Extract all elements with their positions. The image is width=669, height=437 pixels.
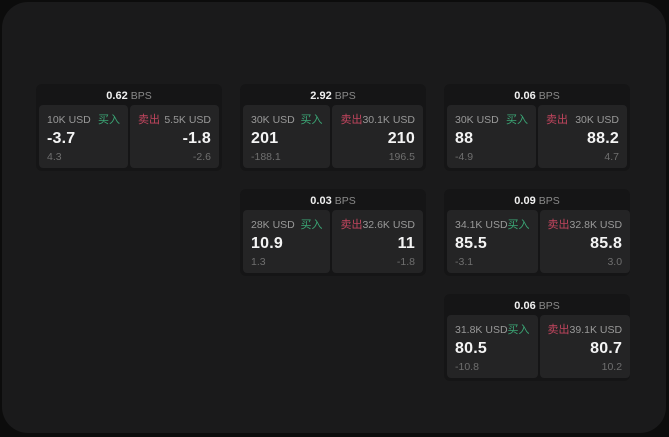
sell-change: 10.2	[601, 361, 623, 373]
sell-amount: 39.1K USD	[569, 324, 623, 336]
buy-amount: 31.8K USD	[455, 324, 508, 336]
quote-card: 0.03 BPS 28K USD 买入 10.9 1.3 卖出 32.6K USD	[240, 189, 426, 276]
buy-price: 88	[455, 130, 474, 147]
buy-price: -3.7	[47, 130, 76, 147]
buy-change: -188.1	[251, 151, 281, 163]
buy-price: 80.5	[455, 340, 487, 357]
buy-tile[interactable]: 34.1K USD 买入 85.5 -3.1	[447, 210, 538, 273]
bps-header: 0.09 BPS	[444, 189, 630, 210]
buy-side-label: 买入	[507, 324, 530, 336]
buy-side-label: 买入	[300, 219, 323, 231]
quote-card: 0.06 BPS 30K USD 买入 88 -4.9 卖出 30K USD	[444, 84, 630, 171]
sell-tile[interactable]: 卖出 30.1K USD 210 196.5	[332, 105, 423, 168]
buy-amount: 30K USD	[455, 114, 499, 126]
sell-amount: 30K USD	[575, 114, 619, 126]
buy-change: -3.1	[455, 256, 474, 268]
bps-unit: BPS	[334, 90, 356, 102]
sell-price: 80.7	[590, 340, 623, 357]
buy-amount: 28K USD	[251, 219, 295, 231]
sell-price: 85.8	[590, 235, 623, 252]
sell-side-label: 卖出	[340, 219, 363, 231]
bps-unit: BPS	[538, 300, 560, 312]
sell-price: 11	[397, 235, 415, 252]
sell-tile[interactable]: 卖出 30K USD 88.2 4.7	[538, 105, 627, 168]
bps-value: 0.06	[514, 90, 536, 102]
buy-change: -10.8	[455, 361, 479, 373]
buy-price: 201	[251, 130, 279, 147]
sell-change: 3.0	[607, 256, 623, 268]
sell-change: 196.5	[388, 151, 415, 163]
bps-header: 2.92 BPS	[240, 84, 426, 105]
quote-card: 0.06 BPS 31.8K USD 买入 80.5 -10.8 卖出 39.1K…	[444, 294, 630, 381]
sell-amount: 32.8K USD	[569, 219, 623, 231]
sell-price: 88.2	[587, 130, 619, 147]
bps-header: 0.06 BPS	[444, 84, 630, 105]
sell-change: -2.6	[192, 151, 211, 163]
buy-tile[interactable]: 31.8K USD 买入 80.5 -10.8	[447, 315, 538, 378]
sell-tile[interactable]: 卖出 32.6K USD 11 -1.8	[332, 210, 423, 273]
sell-tile[interactable]: 卖出 32.8K USD 85.8 3.0	[539, 210, 630, 273]
sell-change: -1.8	[396, 256, 415, 268]
quote-card: 2.92 BPS 30K USD 买入 201 -188.1 卖出 30.1K U…	[240, 84, 426, 171]
sell-side-label: 卖出	[546, 114, 568, 126]
sell-tile[interactable]: 卖出 5.5K USD -1.8 -2.6	[130, 105, 219, 168]
sell-change: 4.7	[604, 151, 619, 163]
buy-amount: 34.1K USD	[455, 219, 508, 231]
bps-unit: BPS	[538, 195, 560, 207]
sell-side-label: 卖出	[340, 114, 363, 126]
buy-amount: 10K USD	[47, 114, 91, 126]
bps-header: 0.62 BPS	[36, 84, 222, 105]
buy-tile[interactable]: 10K USD 买入 -3.7 4.3	[39, 105, 128, 168]
buy-price: 10.9	[251, 235, 283, 252]
bps-value: 2.92	[310, 90, 332, 102]
buy-change: -4.9	[455, 151, 474, 163]
sell-side-label: 卖出	[547, 324, 570, 336]
sell-price: 210	[387, 130, 415, 147]
bps-unit: BPS	[334, 195, 356, 207]
buy-side-label: 买入	[98, 114, 120, 126]
bps-value: 0.09	[514, 195, 536, 207]
sell-tile[interactable]: 卖出 39.1K USD 80.7 10.2	[539, 315, 630, 378]
buy-side-label: 买入	[506, 114, 528, 126]
buy-tile[interactable]: 30K USD 买入 201 -188.1	[243, 105, 331, 168]
bps-header: 0.06 BPS	[444, 294, 630, 315]
sell-amount: 32.6K USD	[362, 219, 415, 231]
buy-side-label: 买入	[507, 219, 530, 231]
buy-change: 4.3	[47, 151, 62, 163]
sell-price: -1.8	[182, 130, 211, 147]
buy-change: 1.3	[251, 256, 266, 268]
bps-value: 0.06	[514, 300, 536, 312]
bps-header: 0.03 BPS	[240, 189, 426, 210]
sell-side-label: 卖出	[547, 219, 570, 231]
sell-amount: 30.1K USD	[362, 114, 415, 126]
buy-side-label: 买入	[300, 114, 323, 126]
sell-amount: 5.5K USD	[164, 114, 211, 126]
buy-tile[interactable]: 28K USD 买入 10.9 1.3	[243, 210, 331, 273]
buy-price: 85.5	[455, 235, 487, 252]
buy-amount: 30K USD	[251, 114, 295, 126]
bps-unit: BPS	[538, 90, 560, 102]
sell-side-label: 卖出	[138, 114, 160, 126]
quote-card: 0.62 BPS 10K USD 买入 -3.7 4.3 卖出 5.5K USD	[36, 84, 222, 171]
bps-value: 0.62	[106, 90, 128, 102]
app-panel: 0.62 BPS 10K USD 买入 -3.7 4.3 卖出 5.5K USD	[2, 2, 666, 433]
bps-value: 0.03	[310, 195, 332, 207]
quote-card: 0.09 BPS 34.1K USD 买入 85.5 -3.1 卖出 32.8K …	[444, 189, 630, 276]
quote-grid: 0.62 BPS 10K USD 买入 -3.7 4.3 卖出 5.5K USD	[36, 84, 630, 381]
bps-unit: BPS	[130, 90, 152, 102]
buy-tile[interactable]: 30K USD 买入 88 -4.9	[447, 105, 536, 168]
